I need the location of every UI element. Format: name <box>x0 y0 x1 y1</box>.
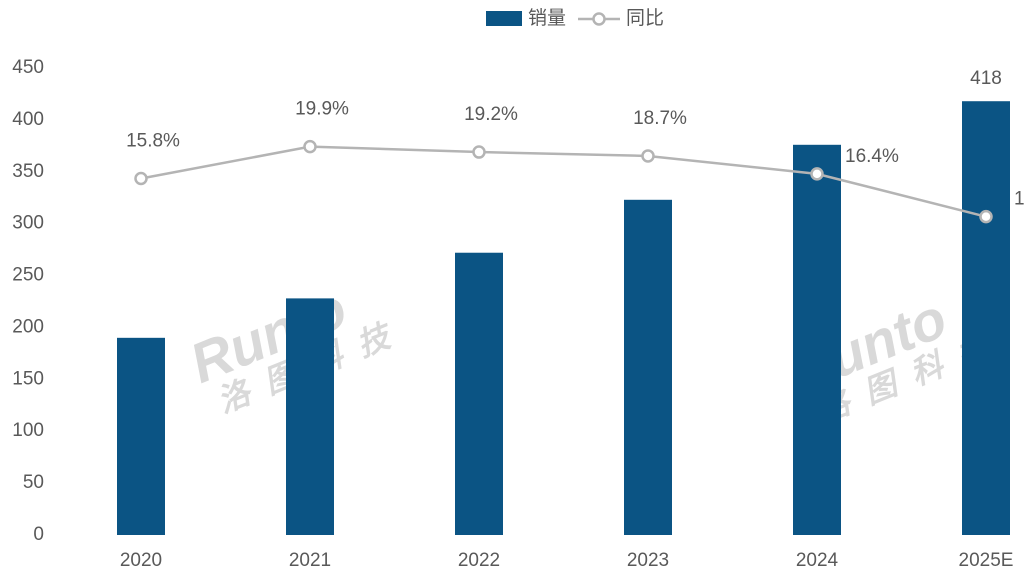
line-point <box>979 209 993 224</box>
legend-swatch <box>486 11 522 26</box>
bar <box>286 298 334 535</box>
y-tick-label: 450 <box>12 57 44 78</box>
x-tick-label: 2025E <box>959 550 1014 571</box>
x-tick-label: 2021 <box>289 550 331 571</box>
y-tick-label: 150 <box>12 368 44 389</box>
line-value-label: 16.4% <box>845 146 899 167</box>
y-tick-label: 350 <box>12 161 44 182</box>
line <box>140 145 987 218</box>
line-value-label: 10.9% <box>1014 189 1025 210</box>
x-tick-label: 2020 <box>120 550 162 571</box>
line-value-label: 19.9% <box>295 99 349 120</box>
line-value-label: 19.2% <box>464 104 518 125</box>
legend-label: 同比 <box>626 7 664 29</box>
bar <box>624 199 672 535</box>
y-tick-label: 100 <box>12 420 44 441</box>
line-point <box>472 145 486 159</box>
y-tick-label: 400 <box>12 109 44 130</box>
bar <box>455 252 503 536</box>
y-tick-label: 250 <box>12 265 44 286</box>
x-tick-label: 2022 <box>458 550 500 571</box>
line-point <box>303 139 317 154</box>
y-tick-label: 300 <box>12 213 44 234</box>
legend-swatch <box>592 12 606 26</box>
x-tick-label: 2023 <box>627 550 669 571</box>
line-point <box>810 167 824 181</box>
line-value-label: 15.8% <box>126 131 180 152</box>
legend-label: 销量 <box>528 7 566 29</box>
line-value-label: 18.7% <box>633 108 687 129</box>
y-tick-label: 200 <box>12 316 44 337</box>
line-point <box>641 149 655 163</box>
y-tick-label: 0 <box>33 524 44 545</box>
bar-value-label: 418 <box>970 68 1002 89</box>
y-tick-label: 50 <box>23 472 44 493</box>
bar <box>793 144 841 535</box>
line-point <box>134 171 148 186</box>
x-tick-label: 2024 <box>796 550 839 571</box>
bar <box>962 101 1010 535</box>
bar <box>117 337 165 535</box>
